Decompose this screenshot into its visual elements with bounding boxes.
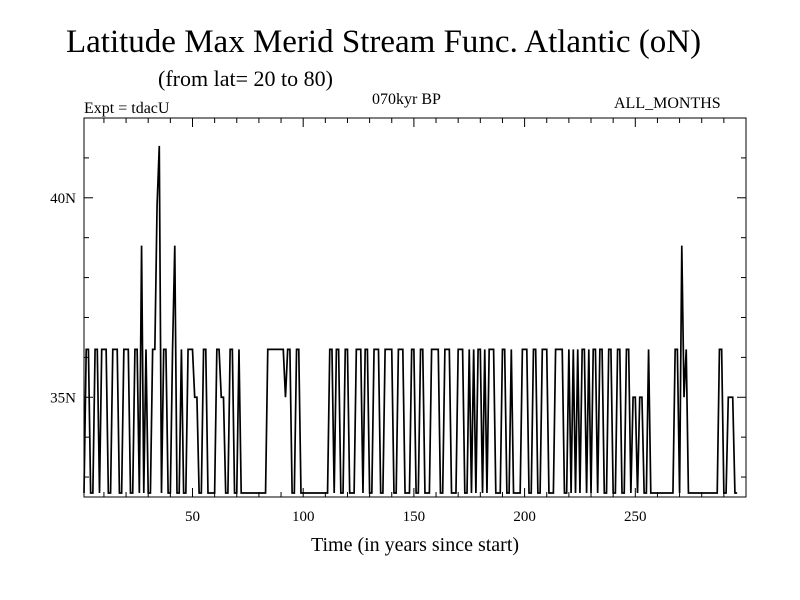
x-axis-title: Time (in years since start) bbox=[311, 534, 519, 556]
period-label: 070kyr BP bbox=[372, 91, 441, 108]
x-tick-label: 50 bbox=[185, 509, 200, 525]
chart-title: Latitude Max Merid Stream Func. Atlantic… bbox=[66, 24, 702, 60]
months-label: ALL_MONTHS bbox=[614, 95, 721, 112]
x-tick-label: 200 bbox=[513, 509, 536, 525]
plot-frame bbox=[83, 117, 747, 498]
series-line bbox=[83, 145, 738, 494]
experiment-label: Expt = tdacU bbox=[84, 100, 170, 117]
x-tick-label: 150 bbox=[403, 509, 426, 525]
chart-subtitle: (from lat= 20 to 80) bbox=[158, 66, 333, 91]
y-tick-label: 40N bbox=[50, 191, 76, 207]
y-tick-label: 35N bbox=[50, 390, 76, 406]
x-tick-label: 100 bbox=[292, 509, 315, 525]
x-tick-label: 250 bbox=[624, 509, 647, 525]
